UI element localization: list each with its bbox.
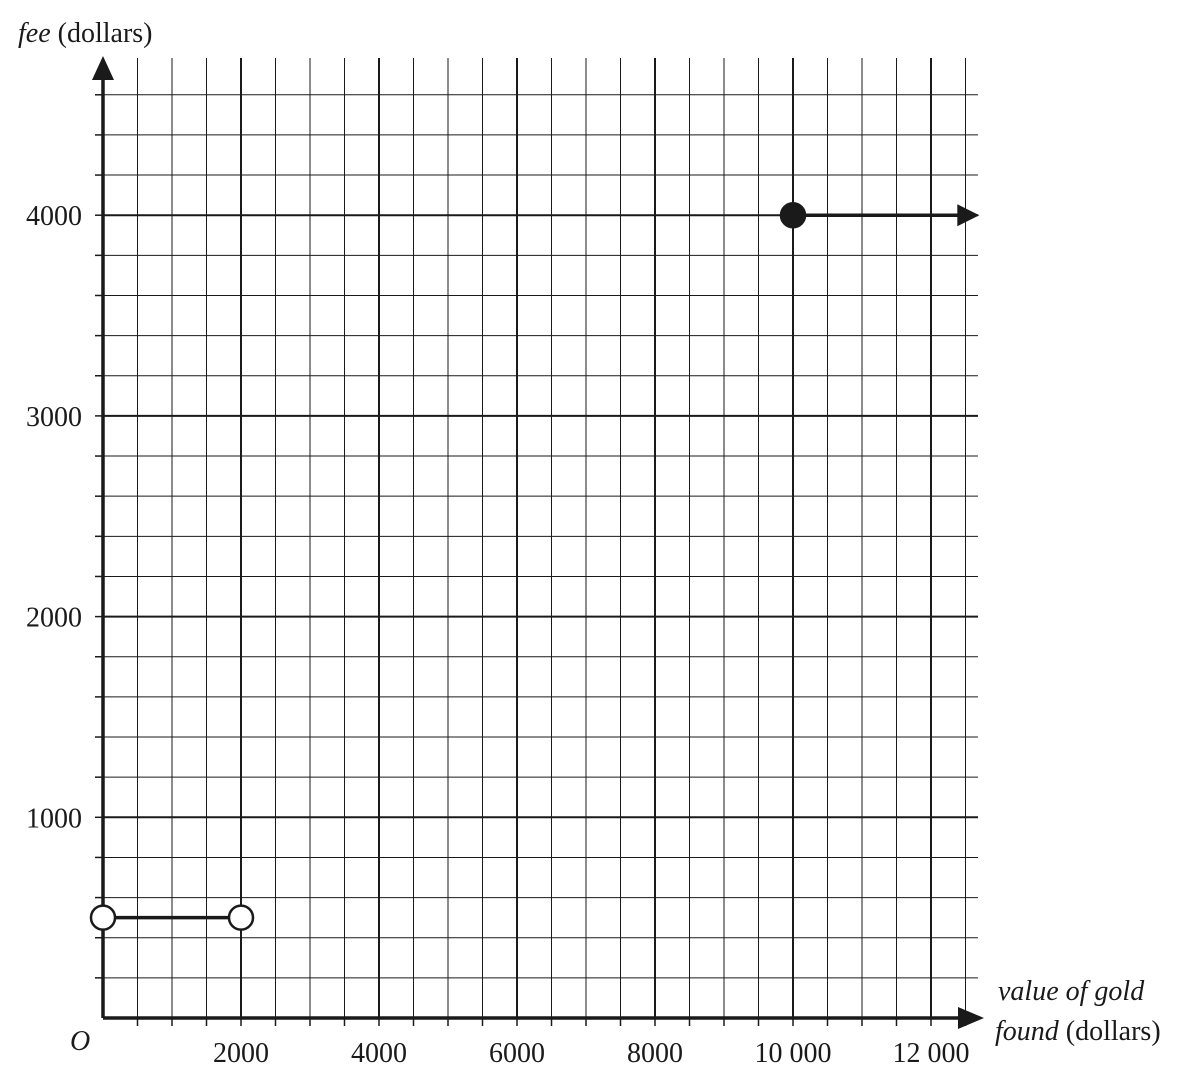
y-axis-title-unit: (dollars): [51, 18, 153, 49]
tick-labels: 2000 4000 6000 8000 10 000 12 000 1000 2000 3000…: [26, 201, 970, 1069]
y-axis-title: fee (dollars): [18, 18, 153, 49]
x-axis-title-italic: found: [995, 1016, 1060, 1047]
data-series: [89, 201, 980, 931]
x-tick-label: 6000: [489, 1038, 545, 1069]
x-tick-label: 10 000: [755, 1038, 832, 1069]
x-axis-title-line2: found (dollars): [995, 1016, 1161, 1047]
open-endpoint: [227, 904, 255, 931]
y-axis-title-italic: fee: [18, 18, 51, 49]
x-tick-label: 2000: [213, 1038, 269, 1069]
y-tick-label: 2000: [26, 603, 82, 634]
y-axis-arrowhead: [92, 56, 114, 80]
y-tick-label: 4000: [26, 201, 82, 232]
x-tick-label: 8000: [627, 1038, 683, 1069]
open-endpoint: [89, 904, 117, 931]
y-tick-label: 1000: [26, 803, 82, 834]
origin-label: O: [70, 1026, 90, 1057]
grid: [103, 58, 978, 1018]
x-axis-title-line1: value of gold: [998, 976, 1145, 1007]
closed-endpoint: [779, 201, 807, 229]
series-arrowhead: [957, 204, 980, 227]
x-tick-label: 12 000: [893, 1038, 970, 1069]
axes: [92, 56, 984, 1029]
x-tick-label: 4000: [351, 1038, 407, 1069]
x-axis-arrowhead: [958, 1007, 984, 1029]
x-axis-title-unit: (dollars): [1059, 1016, 1161, 1047]
y-tick-label: 3000: [26, 402, 82, 433]
